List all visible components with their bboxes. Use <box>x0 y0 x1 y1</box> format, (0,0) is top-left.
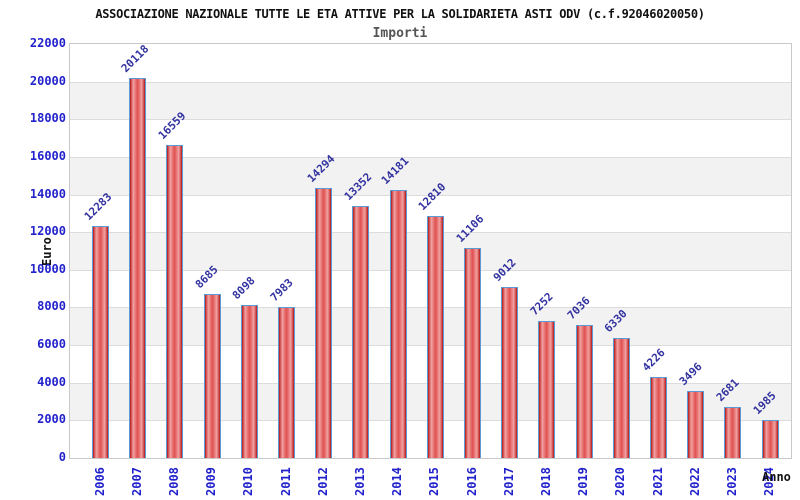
y-tick-label: 10000 <box>29 261 66 276</box>
x-tick-label: 2008 <box>166 467 181 496</box>
x-tick-label: 2023 <box>724 467 739 496</box>
gridline <box>70 156 791 158</box>
x-tick-label: 2020 <box>613 467 628 496</box>
y-tick-label: 22000 <box>29 36 66 50</box>
bar-2009 <box>203 293 221 458</box>
chart-title: ASSOCIAZIONE NAZIONALE TUTTE LE ETA ATTI… <box>95 7 705 21</box>
bar-2010 <box>240 304 258 458</box>
bar-2016 <box>464 248 481 458</box>
y-tick-label: 4000 <box>37 374 66 389</box>
x-tick-label: 2018 <box>538 467 553 496</box>
bar-2007 <box>129 78 147 458</box>
x-tick-label: 2011 <box>278 467 293 496</box>
bar-2020 <box>612 337 630 458</box>
chart-subtitle: Importi <box>372 26 428 41</box>
x-tick-label: 2022 <box>687 467 702 496</box>
gridline <box>70 119 791 121</box>
bar-2021 <box>650 377 667 458</box>
plot-band <box>70 119 791 157</box>
y-tick-label: 6000 <box>37 337 66 352</box>
bar-2012 <box>315 188 333 458</box>
plot-band <box>70 156 791 195</box>
y-tick-label: 2000 <box>37 412 66 427</box>
x-tick-label: 2013 <box>352 467 367 496</box>
bar-2013 <box>352 205 370 458</box>
bar-2008 <box>166 145 184 458</box>
bar-2022 <box>687 391 705 458</box>
bar-2018 <box>538 320 556 458</box>
x-tick-label: 2009 <box>204 467 219 496</box>
y-tick-label: 20000 <box>29 73 66 88</box>
y-tick-label: 16000 <box>29 148 66 163</box>
gridline <box>70 81 791 83</box>
plot-band <box>70 44 791 82</box>
x-tick-label: 2021 <box>650 467 665 496</box>
x-tick-label: 2016 <box>464 467 479 496</box>
y-tick-label: 8000 <box>37 299 66 314</box>
x-tick-label: 2007 <box>129 467 144 496</box>
bar-2017 <box>501 287 519 458</box>
y-tick-label: 0 <box>58 450 66 464</box>
bar-2019 <box>575 324 593 458</box>
y-tick-label: 14000 <box>29 186 66 201</box>
x-tick-label: 2017 <box>501 467 516 496</box>
y-tick-label: 18000 <box>29 111 66 126</box>
bar-2014 <box>389 190 407 458</box>
x-tick-label: 2014 <box>390 467 405 496</box>
bar-2023 <box>724 406 742 458</box>
x-tick-label: 2019 <box>576 467 591 496</box>
bar-2011 <box>278 306 295 458</box>
bar-2015 <box>426 215 444 458</box>
y-tick-label: 12000 <box>29 224 66 239</box>
x-tick-label: 2015 <box>427 467 442 496</box>
plot-band <box>70 81 791 120</box>
bar-2024 <box>761 419 779 458</box>
x-tick-label: 2010 <box>241 467 256 496</box>
x-tick-label: 2012 <box>315 467 330 496</box>
plot-area: 12283 20118 16559 8685 8098 7983 14294 13352 141… <box>69 43 792 459</box>
x-tick-label: 2006 <box>92 467 107 496</box>
bar-2006 <box>92 225 109 458</box>
x-axis-title: Anno <box>762 470 791 484</box>
gridline <box>70 194 791 196</box>
